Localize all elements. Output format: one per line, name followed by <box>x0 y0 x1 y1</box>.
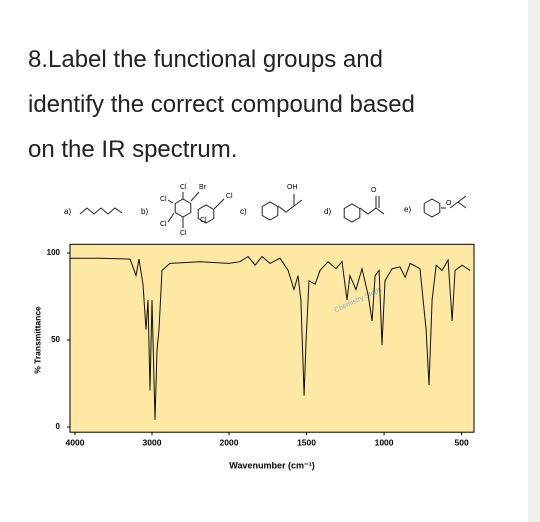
option-label: d) <box>324 207 331 216</box>
scrollbar <box>528 0 540 522</box>
atom-label: Cl <box>160 196 167 203</box>
option-label: e) <box>404 205 411 214</box>
question-line: identify the correct compound based <box>28 91 415 118</box>
x-tick-label: 4000 <box>66 437 85 447</box>
y-tick-label: 50 <box>51 335 60 344</box>
x-tick-label: 1500 <box>297 437 316 447</box>
structure-bond <box>449 201 459 209</box>
structure-bond <box>457 201 467 209</box>
question-line: on the IR spectrum. <box>28 136 238 163</box>
structure-bond <box>79 207 123 215</box>
structure-bond <box>167 212 175 223</box>
structure-ring <box>423 198 441 218</box>
atom-label: O <box>371 187 377 194</box>
option-label: c) <box>240 207 247 216</box>
structure-bond <box>457 195 467 203</box>
option-label: a) <box>64 207 71 216</box>
structure-bond <box>277 194 295 213</box>
structure-ring <box>261 201 279 221</box>
structure-bond <box>293 199 303 207</box>
structure-bond <box>203 221 207 224</box>
atom-label: Cl <box>180 184 187 191</box>
structure-bond <box>213 198 225 210</box>
x-tick-label: 2000 <box>220 437 239 447</box>
atom-label: O <box>446 200 452 207</box>
plot-area <box>69 243 475 433</box>
y-axis-title: % Transmittance <box>32 306 42 374</box>
structure-bond <box>167 199 174 204</box>
atom-label: OH <box>287 184 298 191</box>
structure-bond <box>375 207 385 215</box>
atom-label: Cl <box>180 230 187 237</box>
atom-label: Cl <box>200 217 207 224</box>
structure-bond <box>359 196 377 215</box>
structure-ring <box>343 203 361 223</box>
y-tick-label: 100 <box>47 248 61 257</box>
atom-label: Cl <box>160 221 167 228</box>
structure-ring <box>174 198 192 218</box>
chart: a) b) c) d) e) Cl Br Cl Cl Cl Cl Cl OH O… <box>32 184 475 470</box>
option-label: b) <box>141 207 148 216</box>
atom-label: Cl <box>226 193 233 200</box>
x-axis-title: Wavenumber (cm⁻¹) <box>229 460 314 470</box>
atom-label: Br <box>199 184 207 191</box>
x-tick-label: 1000 <box>375 437 394 447</box>
y-tick-label: 0 <box>56 422 61 431</box>
structure-bond <box>190 191 200 202</box>
question-line: 8.Label the functional groups and <box>28 46 383 73</box>
spectrum-line <box>70 255 471 421</box>
x-tick-label: 500 <box>455 437 469 447</box>
x-tick-label: 3000 <box>143 437 162 447</box>
